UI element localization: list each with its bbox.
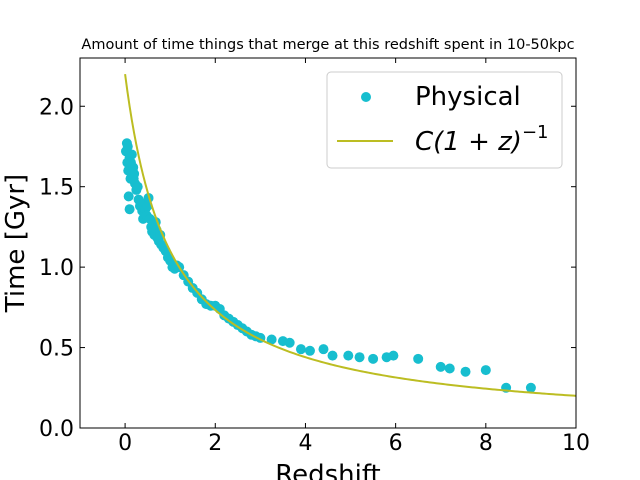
data-point bbox=[123, 191, 134, 202]
x-axis-label: Redshift bbox=[275, 460, 381, 480]
y-tick-label: 1.5 bbox=[39, 176, 74, 201]
data-point bbox=[124, 204, 135, 215]
x-axis-ticks: 0 2 4 6 8 10 bbox=[118, 58, 590, 456]
y-tick-label: 1.0 bbox=[39, 256, 74, 281]
y-axis-ticks: 0.0 0.5 1.0 1.5 2.0 bbox=[39, 95, 576, 442]
data-point bbox=[460, 366, 471, 377]
x-tick-label: 8 bbox=[479, 431, 493, 456]
data-point bbox=[122, 141, 133, 152]
x-tick-label: 6 bbox=[389, 431, 403, 456]
data-point bbox=[435, 361, 446, 372]
fit-curve-line bbox=[124, 73, 577, 397]
legend-marker-physical bbox=[361, 92, 371, 102]
x-tick-label: 4 bbox=[298, 431, 312, 456]
data-point bbox=[327, 350, 338, 361]
y-tick-label: 0.5 bbox=[39, 337, 74, 362]
data-point bbox=[413, 353, 424, 364]
x-tick-label: 0 bbox=[118, 431, 132, 456]
data-point bbox=[343, 350, 354, 361]
data-point bbox=[480, 365, 491, 376]
data-point bbox=[125, 157, 136, 168]
y-tick-label: 0.0 bbox=[39, 417, 74, 442]
data-point bbox=[354, 352, 365, 363]
data-point bbox=[132, 181, 143, 192]
legend-label-curve: C(1 + z)−1 bbox=[415, 122, 549, 157]
data-point bbox=[128, 173, 139, 184]
data-point bbox=[318, 344, 329, 355]
x-tick-label: 2 bbox=[208, 431, 222, 456]
data-point bbox=[444, 363, 455, 374]
legend-label-physical: Physical bbox=[415, 82, 521, 112]
chart-title: Amount of time things that merge at this… bbox=[81, 37, 574, 53]
y-tick-label: 2.0 bbox=[39, 95, 74, 120]
data-point bbox=[388, 350, 399, 361]
data-point bbox=[525, 382, 536, 393]
legend-box bbox=[326, 71, 563, 169]
fit-curve bbox=[124, 73, 577, 397]
y-axis-label: Time [Gyr] bbox=[1, 174, 31, 313]
data-point bbox=[295, 344, 306, 355]
legend-label-curve-exponent: −1 bbox=[522, 122, 549, 143]
data-point bbox=[284, 337, 295, 348]
legend: Physical C(1 + z)−1 bbox=[326, 71, 563, 169]
plot-frame bbox=[79, 57, 577, 429]
data-point bbox=[266, 334, 277, 345]
data-point bbox=[368, 353, 379, 364]
x-tick-label: 10 bbox=[562, 431, 590, 456]
legend-label-curve-base: C(1 + z) bbox=[415, 127, 522, 157]
data-point bbox=[304, 345, 315, 356]
